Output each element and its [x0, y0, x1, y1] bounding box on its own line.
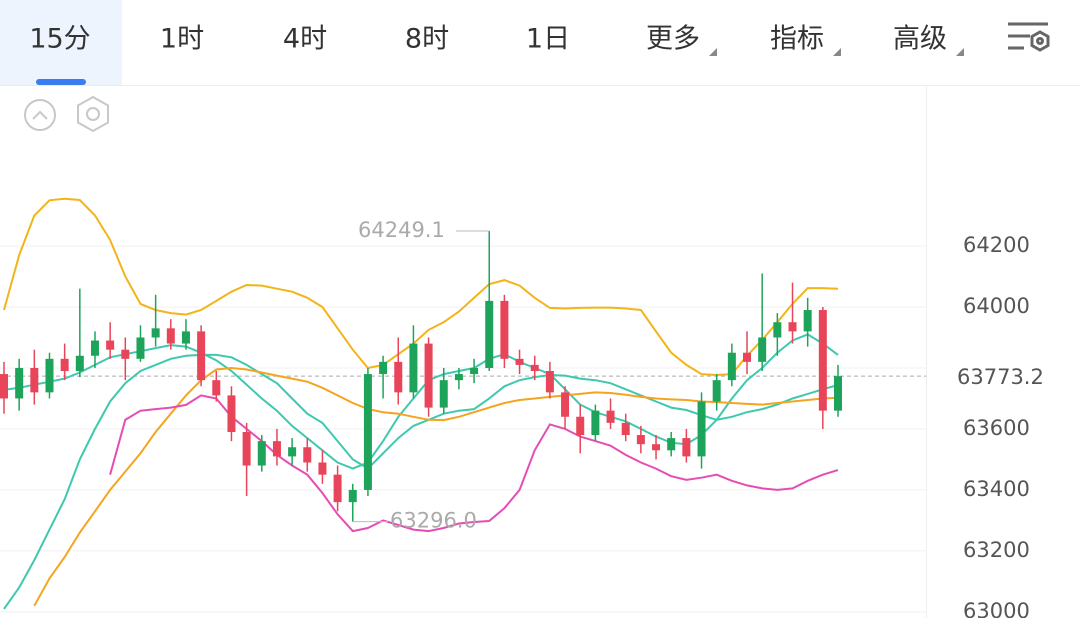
- last-price-label: 63773.2: [957, 365, 1044, 389]
- candle-body: [45, 358, 54, 393]
- y-tick-label: 63600: [963, 416, 1030, 440]
- candle-body: [166, 328, 175, 344]
- candle-body: [439, 380, 448, 408]
- y-tick-label: 64200: [963, 233, 1030, 257]
- candle-body: [697, 401, 706, 457]
- plot-area: 63000 63200 63400 63600 64000 64200 63773.2 642…: [0, 197, 1044, 618]
- candle-body: [288, 447, 297, 457]
- candle-body: [727, 352, 736, 381]
- candle-body: [379, 361, 388, 375]
- candle-body: [606, 410, 615, 423]
- candle-body: [318, 462, 327, 475]
- active-tab-bg: [0, 0, 122, 85]
- candle-body: [621, 422, 630, 436]
- dropdown-triangle: [833, 48, 841, 56]
- tab[interactable]: 8时: [405, 24, 449, 55]
- candle-body: [500, 300, 509, 359]
- tab[interactable]: 高级: [893, 24, 947, 55]
- y-tick-label: 64000: [963, 294, 1030, 318]
- candle-body: [363, 374, 372, 490]
- candle-body: [151, 328, 160, 338]
- candle-body: [652, 444, 661, 451]
- candle-body: [197, 331, 206, 381]
- tab[interactable]: 1日: [526, 24, 570, 55]
- candle-body: [242, 431, 251, 466]
- candle-body: [227, 395, 236, 432]
- candle-body: [834, 376, 842, 411]
- low-label: 63296.0: [390, 509, 477, 533]
- tab-bar: 15分 1时 4时 8时 1日 更多 指标 高级: [0, 0, 964, 85]
- candle-body: [803, 310, 812, 332]
- candle-body: [530, 364, 539, 372]
- tab[interactable]: 4时: [283, 24, 327, 55]
- candle-body: [712, 380, 721, 402]
- candle-body: [181, 331, 190, 344]
- candle-body: [667, 438, 676, 451]
- candle-body: [272, 441, 281, 457]
- y-tick-label: 63000: [963, 599, 1030, 618]
- candle-body: [545, 371, 554, 393]
- candle-body: [60, 358, 69, 372]
- candle-body: [257, 441, 266, 466]
- candle-body: [682, 438, 691, 457]
- candle-body: [576, 416, 585, 436]
- candle-body: [485, 300, 494, 368]
- y-tick-label: 63200: [963, 538, 1030, 562]
- dropdown-triangle: [956, 48, 964, 56]
- candle-body: [75, 355, 84, 372]
- indicator-settings-icon[interactable]: [77, 95, 109, 133]
- tab[interactable]: 指标: [770, 24, 824, 55]
- candle-body: [136, 337, 145, 359]
- candle-body: [0, 374, 8, 399]
- candle-body: [303, 447, 312, 463]
- settings-icon[interactable]: [1008, 22, 1050, 52]
- candle-body: [212, 380, 221, 396]
- candle-body: [758, 337, 767, 362]
- candle-body: [424, 343, 433, 408]
- dropdown-triangle: [709, 48, 717, 56]
- candle-body: [561, 392, 570, 417]
- candle-body: [409, 343, 418, 393]
- candle-body: [394, 361, 403, 393]
- candle-body: [348, 489, 357, 503]
- tab[interactable]: 更多: [646, 24, 700, 55]
- candle-body: [743, 352, 752, 362]
- indicator-line: [3, 197, 839, 377]
- candle-body: [121, 349, 130, 359]
- candle-body: [773, 322, 782, 338]
- candle-body: [788, 322, 797, 332]
- high-label: 64249.1: [358, 218, 445, 242]
- candle-body: [470, 367, 479, 375]
- active-tab-indicator: [36, 79, 86, 85]
- candle-body: [30, 367, 39, 393]
- candle-body: [106, 340, 115, 350]
- collapse-icon[interactable]: [24, 99, 56, 131]
- candle-body: [333, 474, 342, 503]
- tab[interactable]: 15分: [29, 24, 90, 55]
- candle-body: [515, 358, 524, 365]
- candle-body: [636, 435, 645, 445]
- candle-body: [591, 410, 600, 436]
- y-tick-label: 63400: [963, 477, 1030, 501]
- tab[interactable]: 1时: [160, 24, 204, 55]
- candle-body: [818, 310, 827, 411]
- candle-body: [15, 367, 24, 399]
- candle-body: [90, 340, 99, 356]
- candle-body: [454, 374, 463, 381]
